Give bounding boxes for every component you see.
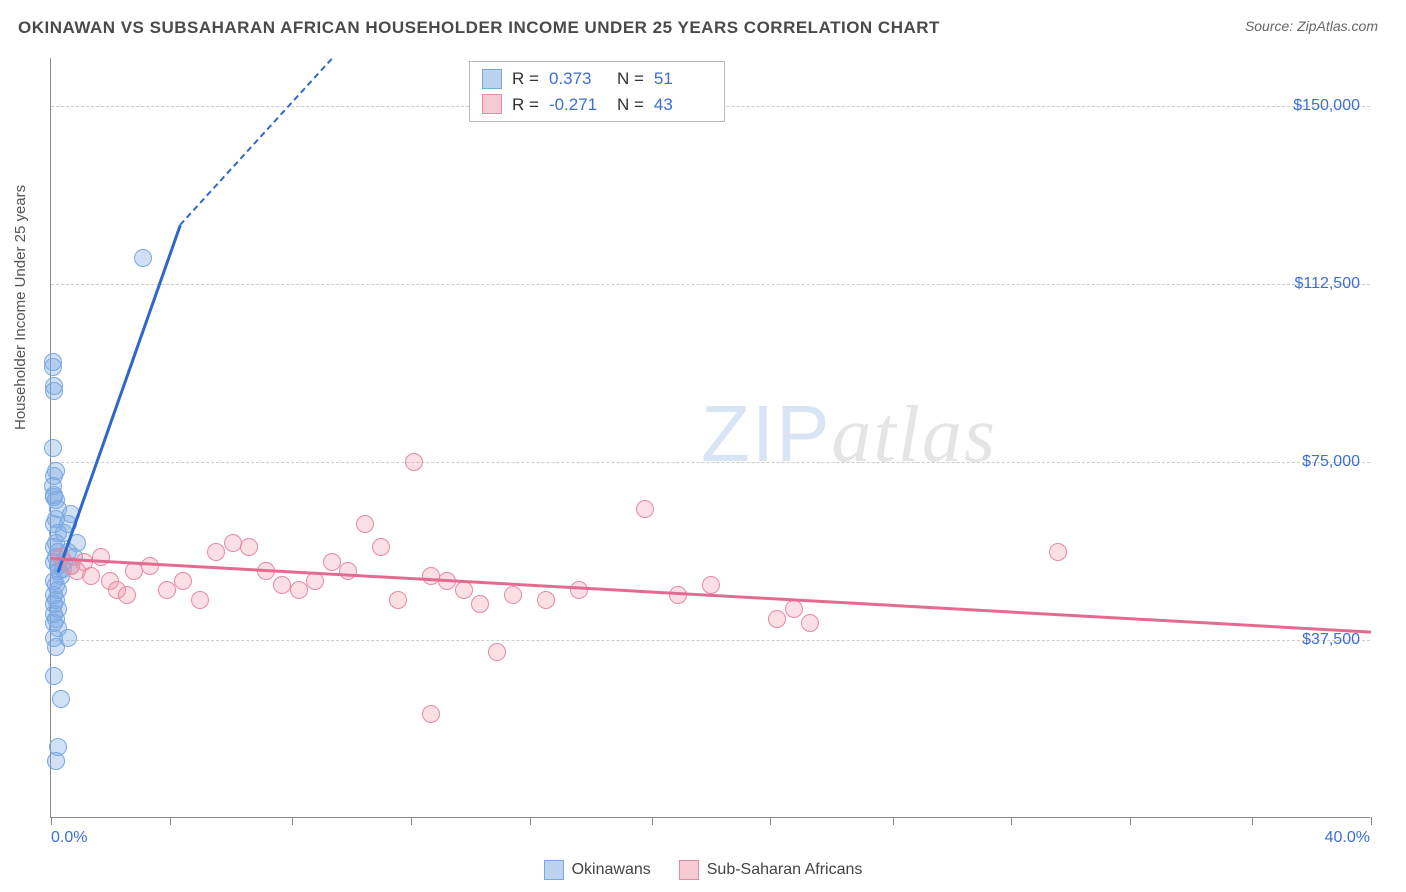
r-value: -0.271 [549, 92, 607, 118]
trend-line [51, 557, 1371, 634]
scatter-point [224, 534, 242, 552]
x-tick [1371, 817, 1372, 825]
x-tick [770, 817, 771, 825]
scatter-point [52, 690, 70, 708]
scatter-point [768, 610, 786, 628]
x-tick [1252, 817, 1253, 825]
legend-label: Sub-Saharan Africans [707, 861, 863, 879]
y-tick-label: $75,000 [1302, 453, 1360, 471]
scatter-point [47, 752, 65, 770]
x-axis-start-label: 0.0% [51, 829, 87, 847]
scatter-point [273, 576, 291, 594]
scatter-point [45, 667, 63, 685]
scatter-point [702, 576, 720, 594]
legend-label: Okinawans [572, 861, 651, 879]
scatter-point [372, 538, 390, 556]
scatter-point [488, 643, 506, 661]
y-tick-label: $112,500 [1294, 275, 1360, 293]
scatter-point [636, 500, 654, 518]
scatter-point [323, 553, 341, 571]
x-tick [652, 817, 653, 825]
r-label: R = [512, 66, 539, 92]
legend-item: Sub-Saharan Africans [679, 860, 863, 880]
y-tick-label: $37,500 [1302, 631, 1360, 649]
x-tick [411, 817, 412, 825]
scatter-point [59, 629, 77, 647]
scatter-point [422, 567, 440, 585]
trend-line [179, 58, 332, 226]
scatter-point [504, 586, 522, 604]
scatter-point [339, 562, 357, 580]
watermark: ZIPatlas [701, 388, 997, 481]
scatter-point [422, 705, 440, 723]
series-swatch [482, 69, 502, 89]
x-tick [893, 817, 894, 825]
scatter-point [785, 600, 803, 618]
legend-swatch [544, 860, 564, 880]
gridline-horizontal [51, 462, 1370, 463]
scatter-point [801, 614, 819, 632]
x-tick [1011, 817, 1012, 825]
stats-box: R = 0.373 N = 51 R = -0.271 N = 43 [469, 61, 725, 122]
scatter-point [118, 586, 136, 604]
x-tick [530, 817, 531, 825]
y-tick-label: $150,000 [1293, 97, 1360, 115]
n-label: N = [617, 92, 644, 118]
scatter-point [471, 595, 489, 613]
scatter-point [44, 358, 62, 376]
x-tick [292, 817, 293, 825]
x-tick [1130, 817, 1131, 825]
r-label: R = [512, 92, 539, 118]
n-value: 43 [654, 92, 712, 118]
stats-row: R = 0.373 N = 51 [482, 66, 712, 92]
legend-swatch [679, 860, 699, 880]
scatter-point [82, 567, 100, 585]
scatter-point [207, 543, 225, 561]
chart-plot-area: $37,500$75,000$112,500$150,0000.0%40.0%Z… [50, 58, 1370, 818]
scatter-point [191, 591, 209, 609]
n-label: N = [617, 66, 644, 92]
x-axis-end-label: 40.0% [1325, 829, 1370, 847]
scatter-point [158, 581, 176, 599]
gridline-horizontal [51, 640, 1370, 641]
scatter-point [1049, 543, 1067, 561]
scatter-point [240, 538, 258, 556]
r-value: 0.373 [549, 66, 607, 92]
scatter-point [455, 581, 473, 599]
y-axis-label: Householder Income Under 25 years [12, 185, 29, 430]
trend-line [56, 225, 181, 573]
scatter-point [134, 249, 152, 267]
legend-item: Okinawans [544, 860, 651, 880]
scatter-point [45, 382, 63, 400]
gridline-horizontal [51, 284, 1370, 285]
scatter-point [405, 453, 423, 471]
scatter-point [570, 581, 588, 599]
source-label: Source: ZipAtlas.com [1245, 18, 1378, 34]
legend: Okinawans Sub-Saharan Africans [0, 860, 1406, 880]
scatter-point [174, 572, 192, 590]
scatter-point [290, 581, 308, 599]
series-swatch [482, 94, 502, 114]
scatter-point [537, 591, 555, 609]
x-tick [170, 817, 171, 825]
scatter-point [44, 439, 62, 457]
x-tick [51, 817, 52, 825]
scatter-point [356, 515, 374, 533]
n-value: 51 [654, 66, 712, 92]
scatter-point [389, 591, 407, 609]
chart-title: OKINAWAN VS SUBSAHARAN AFRICAN HOUSEHOLD… [18, 18, 940, 38]
scatter-point [141, 557, 159, 575]
stats-row: R = -0.271 N = 43 [482, 92, 712, 118]
